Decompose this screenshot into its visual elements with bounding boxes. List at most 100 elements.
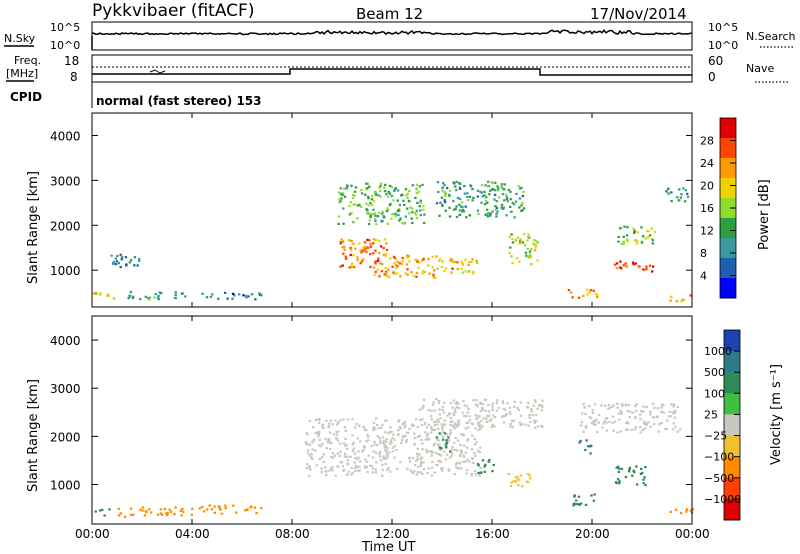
range-gate-cell — [342, 418, 345, 421]
range-gate-cell — [471, 457, 474, 460]
range-gate-cell — [455, 465, 458, 469]
range-gate-cell — [493, 425, 496, 428]
range-gate-cell — [431, 266, 434, 269]
range-gate-cell — [255, 512, 258, 515]
range-gate-cell — [502, 402, 505, 405]
range-gate-cell — [321, 442, 324, 445]
range-gate-cell — [471, 199, 474, 202]
range-gate-cell — [372, 429, 375, 432]
range-gate-cell — [573, 494, 576, 497]
range-gate-cell — [363, 247, 367, 250]
range-gate-cell — [594, 423, 597, 426]
range-gate-cell — [481, 425, 484, 428]
range-gate-cell — [664, 427, 667, 431]
range-gate-cell — [591, 409, 594, 412]
range-gate-cell — [317, 434, 321, 437]
range-gate-cell — [493, 416, 497, 419]
range-gate-cell — [592, 289, 595, 292]
range-gate-cell — [466, 405, 469, 408]
range-gate-cell — [381, 436, 385, 439]
range-gate-cell — [328, 422, 331, 425]
range-gate-cell — [431, 461, 434, 464]
range-gate-cell — [153, 296, 156, 299]
range-gate-cell — [94, 291, 98, 295]
range-gate-cell — [354, 186, 358, 189]
colorbar-swatch — [724, 477, 740, 500]
range-gate-cell — [419, 471, 422, 474]
range-gate-cell — [647, 421, 650, 424]
range-gate-cell — [414, 196, 417, 200]
range-gate-cell — [679, 196, 683, 199]
range-gate-cell — [344, 429, 347, 432]
range-gate-cell — [384, 449, 387, 452]
range-gate-cell — [173, 296, 177, 300]
range-gate-cell — [348, 239, 351, 242]
range-gate-cell — [327, 438, 330, 441]
range-gate-cell — [353, 461, 356, 464]
range-gate-cell — [446, 186, 449, 190]
range-gate-cell — [503, 199, 506, 202]
range-gate-cell — [535, 240, 538, 243]
colorbar-swatch — [724, 435, 740, 458]
range-gate-cell — [318, 438, 321, 441]
range-gate-cell — [467, 260, 471, 264]
range-gate-cell — [350, 467, 353, 470]
colorbar-swatch — [724, 414, 740, 436]
range-gate-cell — [358, 469, 361, 472]
range-gate-cell — [450, 271, 453, 274]
range-gate-cell — [388, 442, 392, 445]
range-gate-cell — [516, 478, 520, 481]
frequency-glitch — [149, 69, 166, 74]
range-gate-cell — [385, 193, 388, 196]
range-gate-cell — [327, 424, 331, 427]
range-gate-cell — [441, 260, 444, 263]
range-gate-cell — [415, 418, 418, 421]
range-gate-cell — [521, 202, 524, 205]
range-gate-cell — [497, 187, 500, 190]
range-gate-cell — [381, 263, 384, 266]
range-gate-cell — [461, 210, 464, 213]
range-gate-cell — [536, 425, 540, 428]
range-gate-cell — [526, 472, 530, 476]
range-gate-cell — [437, 460, 440, 463]
x-tick-label: 00:00 — [75, 527, 110, 541]
range-gate-cell — [439, 460, 442, 464]
range-gate-cell — [403, 421, 406, 424]
range-gate-cell — [370, 198, 374, 201]
range-gate-cell — [157, 294, 160, 297]
range-gate-cell — [480, 191, 483, 194]
range-gate-cell — [665, 190, 668, 193]
range-gate-cell — [594, 292, 597, 295]
range-gate-cell — [406, 467, 409, 470]
range-gate-cell — [643, 422, 646, 425]
range-gate-cell — [329, 447, 332, 451]
range-gate-cell — [626, 428, 630, 431]
range-gate-cell — [470, 474, 473, 477]
range-gate-cell — [491, 210, 494, 213]
range-gate-cell — [339, 461, 342, 464]
range-gate-cell — [374, 217, 377, 220]
range-gate-cell — [626, 409, 629, 412]
range-gate-cell — [210, 508, 214, 511]
range-gate-cell — [487, 460, 490, 463]
range-gate-cell — [593, 403, 597, 406]
range-gate-cell — [127, 296, 130, 300]
range-gate-cell — [495, 206, 498, 210]
power-cbar-label: Power [dB] — [757, 179, 772, 250]
range-gate-cell — [489, 189, 492, 192]
range-gate-cell — [424, 438, 428, 441]
range-gate-cell — [308, 466, 311, 469]
range-gate-cell — [351, 471, 354, 474]
range-gate-cell — [385, 440, 388, 443]
range-gate-cell — [378, 275, 381, 278]
range-gate-cell — [479, 466, 482, 469]
range-gate-cell — [441, 426, 444, 429]
range-gate-cell — [448, 412, 452, 416]
range-gate-cell — [632, 227, 635, 230]
range-gate-cell — [342, 207, 345, 210]
range-gate-cell — [448, 456, 451, 459]
range-gate-cell — [443, 401, 446, 404]
range-gate-cell — [174, 506, 177, 509]
range-gate-cell — [526, 405, 529, 408]
range-gate-cell — [617, 235, 620, 239]
